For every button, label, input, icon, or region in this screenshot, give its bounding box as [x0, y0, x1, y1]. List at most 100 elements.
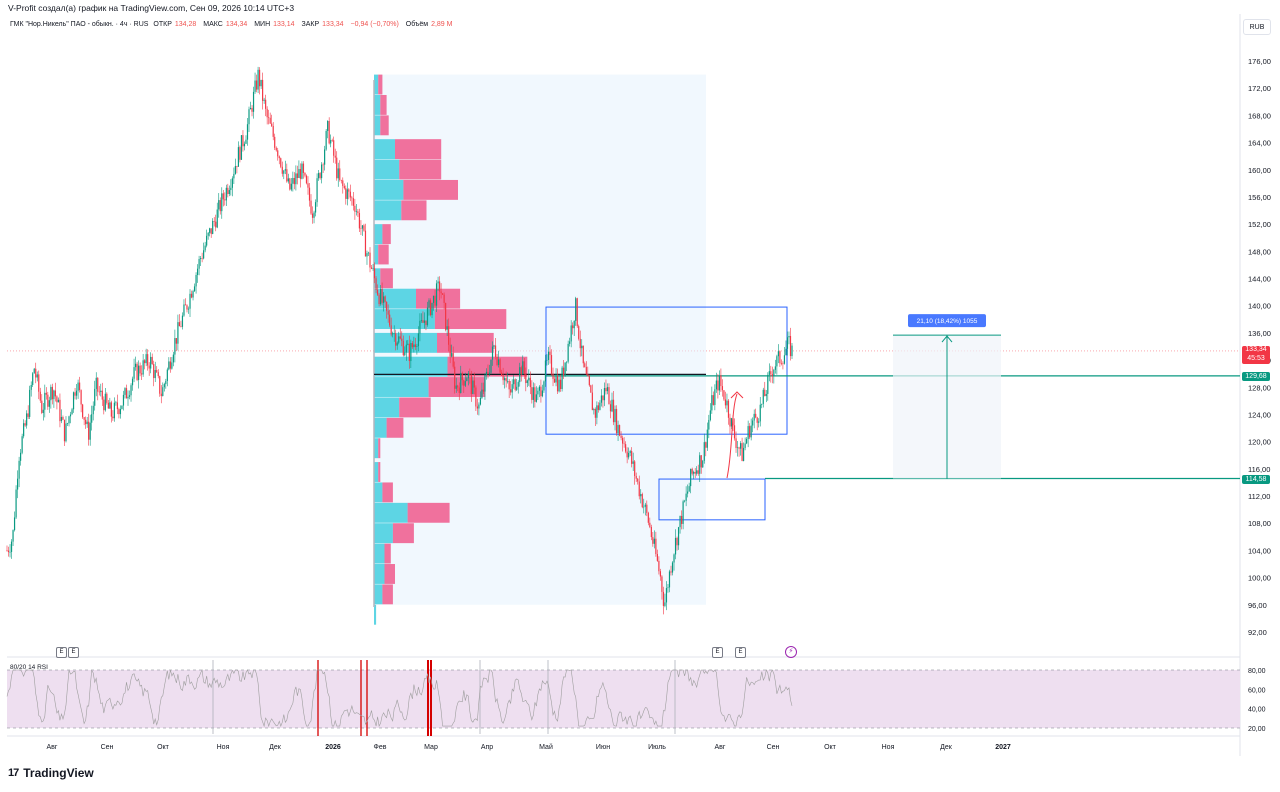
- candle: [758, 421, 760, 423]
- candle: [69, 414, 72, 417]
- candle: [682, 501, 684, 524]
- candle: [137, 365, 140, 380]
- candle: [404, 352, 406, 356]
- candle: [193, 286, 196, 292]
- candle: [696, 470, 698, 474]
- last-price-countdown: 45:53: [1247, 354, 1265, 362]
- candle: [386, 301, 388, 311]
- candle: [785, 348, 787, 356]
- candle: [44, 392, 46, 410]
- candle: [445, 302, 447, 330]
- candle: [80, 390, 82, 405]
- tradingview-logo-mark: 17: [8, 767, 19, 779]
- candle: [224, 199, 226, 201]
- candle: [124, 388, 126, 395]
- candle: [517, 382, 519, 387]
- volume-profile-bar-buy: [374, 268, 381, 289]
- candle: [200, 258, 202, 260]
- candle: [321, 164, 323, 179]
- candle: [289, 178, 291, 190]
- price-tick-label: 172,00: [1248, 84, 1271, 93]
- candle: [328, 120, 330, 144]
- candle: [426, 307, 429, 326]
- candle: [460, 372, 462, 393]
- earnings-marker[interactable]: E: [712, 647, 723, 658]
- candle: [402, 340, 404, 356]
- candle: [216, 209, 218, 228]
- candle: [674, 537, 677, 555]
- candle: [116, 402, 119, 410]
- candle: [724, 399, 727, 406]
- candle: [24, 423, 26, 426]
- candle: [162, 387, 164, 397]
- volume-profile-bar-sell: [384, 564, 395, 584]
- candle: [75, 390, 78, 396]
- tradingview-logo[interactable]: 17 TradingView: [8, 766, 94, 780]
- candle: [42, 409, 44, 413]
- candle: [443, 294, 445, 303]
- candle: [532, 387, 534, 400]
- candle: [175, 338, 178, 344]
- candle: [593, 409, 595, 411]
- candle: [438, 281, 441, 292]
- candle: [729, 417, 731, 427]
- candle: [494, 345, 497, 358]
- candle: [369, 252, 371, 268]
- candle: [63, 419, 66, 442]
- candle: [85, 419, 87, 425]
- candle: [337, 168, 339, 179]
- candle: [623, 443, 625, 445]
- rsi-label[interactable]: 80/20 14 RSI: [10, 664, 48, 671]
- candle: [153, 364, 155, 379]
- candle: [151, 356, 153, 365]
- candle: [727, 400, 730, 418]
- volume-profile-bar-buy: [374, 200, 402, 221]
- candle: [694, 471, 696, 474]
- candle: [327, 120, 329, 131]
- candle: [53, 390, 55, 400]
- candle: [712, 395, 714, 405]
- candle: [251, 107, 253, 112]
- time-tick-label: Май: [539, 743, 553, 751]
- candle: [16, 478, 19, 490]
- earnings-marker[interactable]: E: [68, 647, 79, 658]
- candle: [245, 139, 247, 144]
- candle: [144, 360, 146, 364]
- candle: [215, 221, 217, 228]
- symbol-name[interactable]: ГМК "Нор.Никель" ПАО - обыкн. · 4ч · RUS: [10, 21, 149, 28]
- candle: [473, 380, 475, 388]
- candle: [585, 367, 587, 375]
- price-tick-label: 96,00: [1248, 601, 1267, 610]
- candle: [428, 300, 430, 308]
- candle: [504, 378, 506, 381]
- candle: [647, 512, 649, 523]
- low-value: 133,14: [273, 21, 295, 28]
- candle: [750, 425, 752, 438]
- candle: [466, 378, 468, 382]
- candle: [106, 393, 108, 403]
- candle: [564, 362, 566, 376]
- price-tick-label: 176,00: [1248, 57, 1271, 66]
- open-value: 134,28: [174, 21, 197, 28]
- currency-button[interactable]: RUB: [1243, 19, 1271, 35]
- candle: [514, 379, 516, 390]
- earnings-marker[interactable]: E: [735, 647, 746, 658]
- measure-arrowhead: [941, 335, 953, 343]
- candle: [417, 333, 420, 347]
- earnings-marker[interactable]: E: [56, 647, 67, 658]
- candle: [198, 259, 200, 269]
- candle: [659, 571, 662, 577]
- candle: [491, 346, 494, 360]
- candle: [733, 425, 736, 439]
- candle: [597, 405, 599, 410]
- time-tick-label: Ноя: [217, 744, 230, 751]
- candle: [500, 372, 503, 376]
- candle: [652, 537, 654, 544]
- candle: [324, 149, 326, 165]
- dividend-icon[interactable]: ⚡: [785, 646, 797, 658]
- candle: [411, 343, 413, 348]
- candle: [379, 288, 382, 305]
- candle: [113, 402, 115, 419]
- candle: [541, 390, 544, 397]
